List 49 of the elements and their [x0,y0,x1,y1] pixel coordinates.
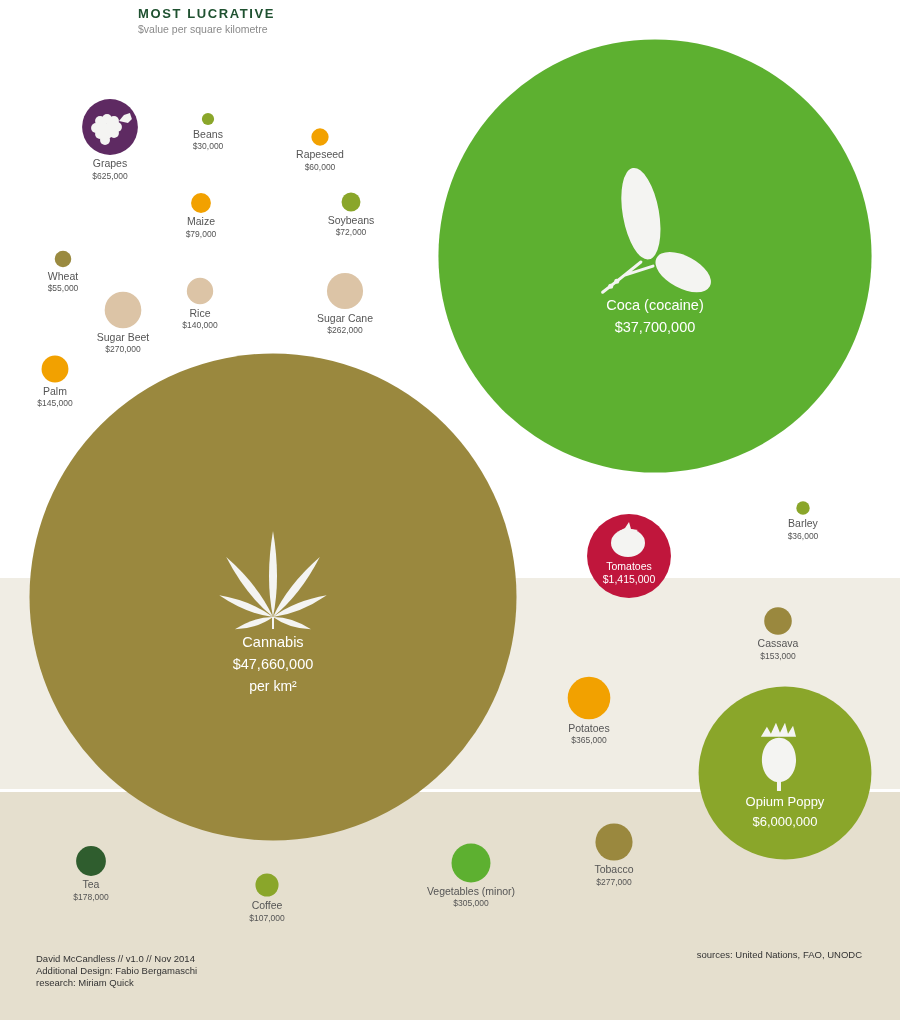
text: David McCandless // v1.0 // Nov 2014 [36,953,195,964]
category-label: Grapes [92,157,128,170]
data-label: $37,700,000 [614,318,696,335]
data-label: $55,000 [47,283,79,294]
category-label: Barley [788,517,819,530]
data-label: $6,000,000 [752,813,818,829]
text: MOST LUCRATIVE [138,6,275,21]
data-label: $270,000 [105,344,141,355]
category-label: Rice [189,306,211,319]
data-label: $178,000 [73,891,109,902]
data-label: $625,000 [92,170,128,181]
data-label: $79,000 [185,228,217,239]
data-label: $47,660,000 [232,655,314,672]
category-label: Wheat [47,269,79,282]
data-label: $107,000 [249,912,285,923]
category-label: Potatoes [568,721,610,734]
data-label: $145,000 [37,398,73,409]
data-label: $262,000 [327,325,363,336]
category-label: Beans [193,127,223,140]
data-label: $30,000 [192,141,224,152]
category-label: Sugar Beet [96,330,150,343]
category-label: Tea [82,878,100,891]
category-label: Soybeans [327,213,375,226]
text: $value per square kilometre [138,23,268,35]
data-label: $140,000 [182,320,218,331]
category-label: Coca (cocaine) [606,297,704,313]
data-label: $365,000 [571,735,607,746]
category-label: Cassava [757,637,799,650]
data-label: $1,415,000 [602,573,656,586]
data-label: $36,000 [787,530,819,541]
category-label: Coffee [251,899,283,912]
source-note: sources: United Nations, FAO, UNODC [696,949,863,960]
data-label: $60,000 [304,161,336,172]
category-label: Vegetables (minor) [426,884,516,897]
text: Additional Design: Fabio Bergamaschi [36,965,198,976]
text: per km² [249,677,297,694]
data-label: $305,000 [453,898,489,909]
category-label: Cannabis [242,634,304,650]
category-label: Opium Poppy [745,794,825,809]
category-label: Tomatoes [606,560,652,572]
data-label: $72,000 [335,227,367,238]
category-label: Rapeseed [296,148,345,161]
data-label: $277,000 [596,876,632,887]
text: research: Miriam Quick [36,977,134,988]
category-label: Maize [186,215,216,228]
category-label: Palm [43,384,68,397]
category-label: Tobacco [594,863,634,876]
data-label: $153,000 [760,650,796,661]
category-label: Sugar Cane [316,311,374,324]
